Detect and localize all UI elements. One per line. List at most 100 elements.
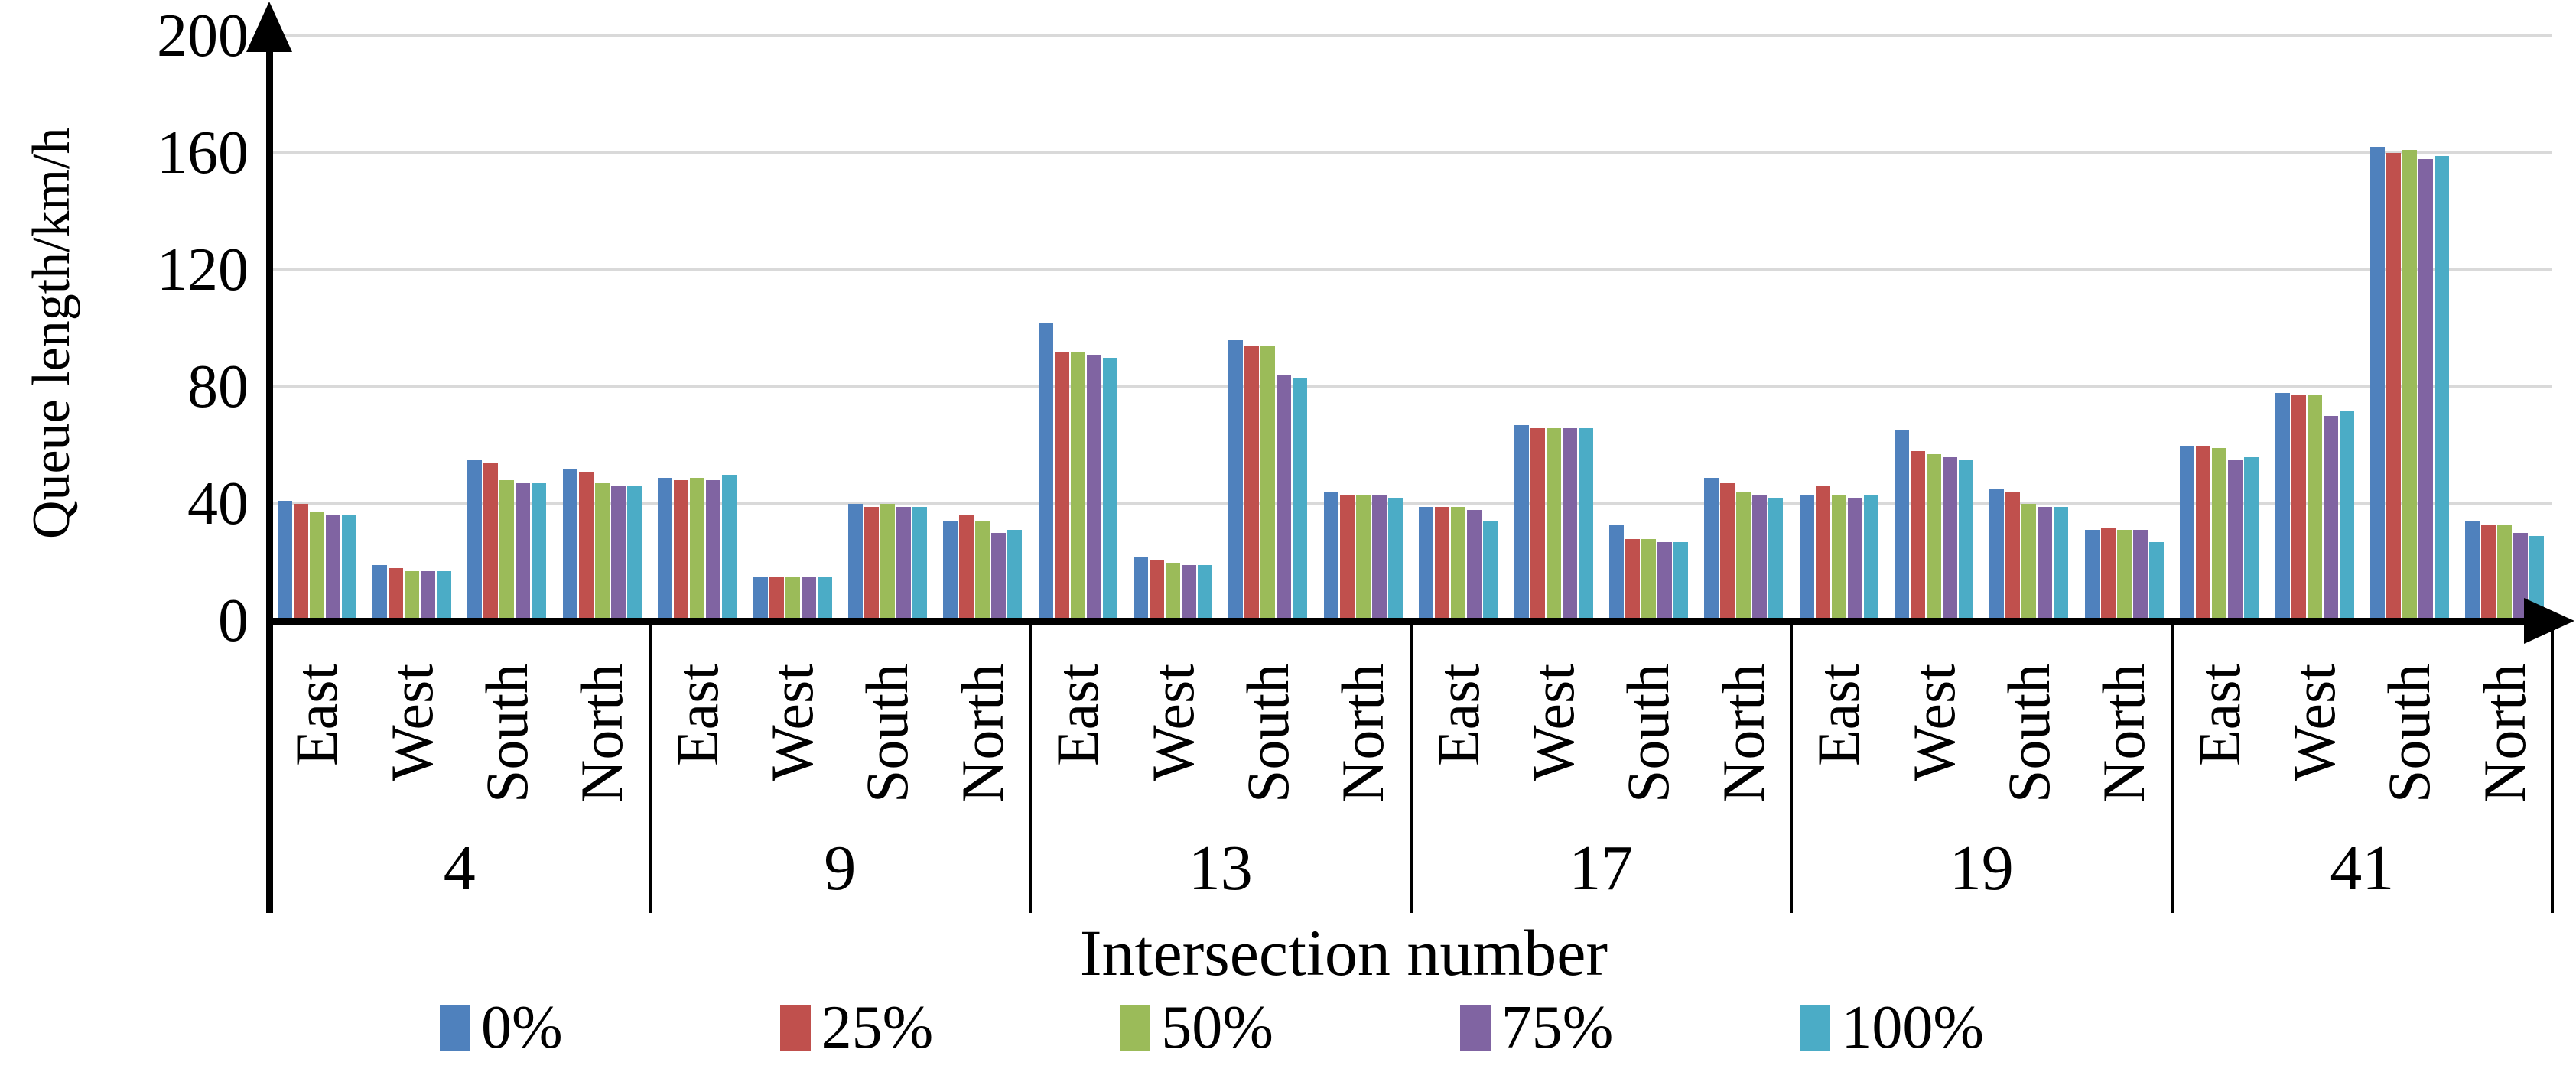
x-axis-arrow-icon (2524, 598, 2574, 644)
legend-swatch-25pct (779, 1005, 811, 1051)
y-axis-line (266, 26, 273, 624)
category-divider (1790, 624, 1793, 913)
bar-4-east-0% (277, 501, 292, 621)
bar-19-north-0% (2084, 530, 2100, 621)
bar-19-east-0% (1799, 495, 1814, 621)
bar-17-west-100% (1578, 427, 1593, 621)
category-group-label-41: 41 (2330, 833, 2395, 904)
legend-item-100pct: 100% (1800, 996, 1984, 1060)
bar-17-east-50% (1451, 506, 1466, 621)
bar-9-west-100% (817, 577, 832, 621)
bar-9-south-100% (912, 506, 927, 621)
bar-4-north-50% (594, 483, 610, 621)
bar-9-north-75% (991, 533, 1007, 621)
bar-9-east-100% (722, 474, 737, 621)
bar-19-east-25% (1815, 486, 1830, 621)
bar-4-east-100% (341, 515, 356, 621)
bar-13-east-75% (1086, 354, 1101, 621)
bar-17-south-75% (1657, 541, 1672, 621)
bar-41-west-50% (2307, 395, 2322, 621)
bar-13-east-0% (1038, 322, 1053, 621)
bar-17-east-0% (1419, 506, 1434, 621)
bar-17-west-50% (1546, 427, 1561, 621)
bar-41-north-0% (2465, 521, 2480, 621)
bar-19-north-75% (2132, 530, 2148, 621)
bar-9-north-100% (1007, 530, 1023, 621)
bar-13-west-75% (1182, 565, 1197, 621)
bar-13-south-25% (1244, 346, 1260, 621)
bar-4-east-75% (325, 515, 340, 621)
bar-13-east-100% (1102, 357, 1117, 621)
category-direction-label: South (1995, 663, 2062, 803)
y-axis-title: Queue length/km/h (22, 126, 81, 539)
bar-41-east-25% (2196, 445, 2211, 621)
bar-4-east-50% (309, 512, 324, 621)
legend-label: 25% (821, 994, 934, 1061)
bar-4-north-0% (562, 469, 577, 621)
bar-41-east-50% (2212, 448, 2227, 621)
bar-4-north-25% (578, 471, 594, 621)
bar-13-west-0% (1134, 556, 1149, 621)
bar-13-south-0% (1228, 339, 1244, 621)
legend-swatch-50pct (1120, 1005, 1151, 1051)
category-direction-label: East (663, 663, 730, 766)
bar-41-south-75% (2418, 158, 2433, 621)
bar-4-west-100% (437, 570, 452, 621)
category-direction-label: West (1520, 663, 1587, 781)
category-divider (265, 624, 273, 913)
y-tick-label-80: 80 (187, 353, 249, 421)
bar-17-east-25% (1435, 506, 1450, 621)
y-axis-arrow-icon (246, 2, 292, 52)
bar-4-west-25% (389, 568, 404, 621)
bar-41-south-25% (2386, 153, 2401, 621)
bar-9-west-25% (769, 577, 784, 621)
gridline-40 (269, 502, 2552, 505)
bar-19-west-75% (1943, 456, 1958, 621)
bar-4-south-100% (532, 483, 547, 621)
bar-4-north-75% (610, 486, 626, 621)
bar-19-south-50% (2021, 504, 2037, 621)
bar-4-north-100% (626, 486, 642, 621)
bar-17-north-75% (1752, 495, 1768, 621)
legend-swatch-100pct (1800, 1005, 1831, 1051)
y-tick-label-200: 200 (157, 2, 249, 70)
bar-41-west-100% (2339, 410, 2354, 621)
bar-4-south-50% (499, 480, 515, 621)
bar-9-east-0% (658, 477, 673, 621)
category-direction-label: South (854, 663, 921, 803)
category-divider (2551, 624, 2554, 913)
bar-19-east-75% (1847, 498, 1862, 621)
bar-4-south-0% (467, 460, 483, 621)
legend-item-25pct: 25% (779, 994, 934, 1061)
category-direction-label: West (378, 663, 445, 781)
bar-41-west-25% (2291, 395, 2306, 621)
category-direction-label: West (2281, 663, 2348, 781)
bar-41-west-0% (2275, 392, 2290, 621)
category-divider (1409, 624, 1413, 913)
bar-41-west-75% (2323, 416, 2338, 621)
bar-13-north-100% (1387, 498, 1403, 621)
bar-17-west-0% (1514, 424, 1529, 621)
bar-4-east-25% (293, 504, 308, 621)
bar-9-west-0% (753, 577, 768, 621)
bar-13-north-50% (1355, 495, 1371, 621)
bar-4-south-25% (483, 463, 499, 621)
bar-13-west-50% (1166, 562, 1181, 621)
bar-9-north-50% (975, 521, 990, 621)
category-direction-label: South (2376, 663, 2443, 803)
bar-19-west-50% (1927, 453, 1942, 621)
bar-17-east-75% (1467, 509, 1482, 621)
bar-19-south-75% (2038, 506, 2053, 621)
bar-9-east-25% (674, 480, 689, 621)
bar-9-south-0% (847, 504, 863, 621)
bar-19-north-25% (2100, 527, 2116, 621)
bar-41-east-0% (2180, 445, 2195, 621)
category-group-label-19: 19 (1949, 833, 2014, 904)
bar-19-east-100% (1863, 495, 1878, 621)
gridline-120 (269, 268, 2552, 271)
category-direction-label: East (1805, 663, 1872, 766)
bar-4-west-75% (421, 570, 436, 621)
bar-19-east-50% (1831, 495, 1846, 621)
bar-19-west-25% (1911, 451, 1926, 621)
bar-9-east-50% (690, 477, 705, 621)
